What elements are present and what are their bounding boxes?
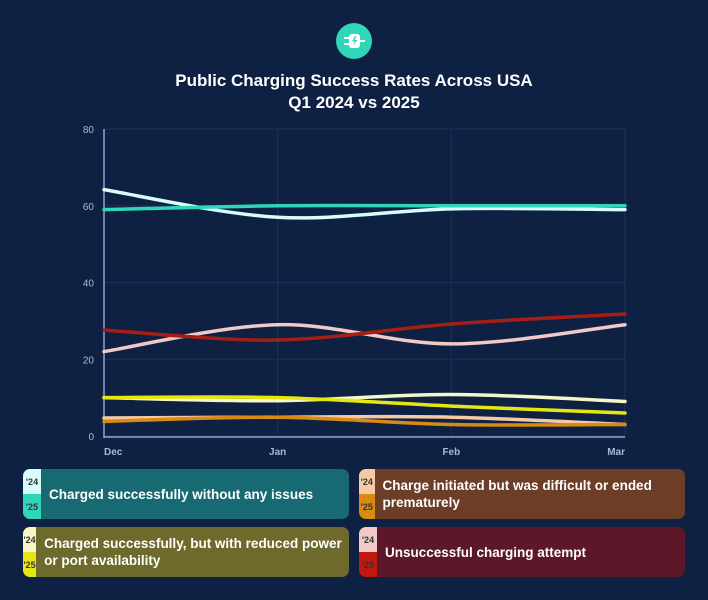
legend-label: Charge initiated but was difficult or en… xyxy=(382,478,652,510)
swatch-24: '24 xyxy=(23,469,41,494)
swatch-24: '24 xyxy=(359,469,375,494)
x-tick-label: Jan xyxy=(269,447,286,458)
legend-item: '24'25 Charged successfully, but with re… xyxy=(23,527,349,577)
ev-plug-icon xyxy=(336,23,372,59)
series-line xyxy=(102,395,627,415)
series-line xyxy=(102,312,627,342)
legend-label: Unsuccessful charging attempt xyxy=(385,544,587,560)
x-tick-label: Feb xyxy=(442,447,460,458)
series-line xyxy=(102,415,627,427)
y-tick-label: 0 xyxy=(88,432,94,443)
series-line xyxy=(102,187,627,220)
y-tick-label: 60 xyxy=(83,202,95,213)
y-tick-label: 80 xyxy=(83,125,95,136)
series-line xyxy=(102,322,627,354)
legend-item: '24'25 Charged successfully without any … xyxy=(23,469,349,519)
legend-label: Charged successfully without any issues xyxy=(49,486,314,502)
line-chart: 0 20 40 60 80 Dec Jan Feb Mar xyxy=(83,125,627,458)
swatch-24: '24 xyxy=(23,527,37,552)
chart-title: Public Charging Success Rates Across USA… xyxy=(0,70,708,114)
swatch-25: '25 xyxy=(359,552,377,577)
y-tick-label: 20 xyxy=(83,355,95,366)
legend-label: Charged successfully, but with reduced p… xyxy=(44,536,342,568)
swatch-25: '25 xyxy=(23,552,37,577)
legend-item: '24'25 Unsuccessful charging attempt xyxy=(359,527,685,577)
swatch-25: '25 xyxy=(23,494,41,519)
title-line: Public Charging Success Rates Across USA xyxy=(175,71,533,90)
series-line xyxy=(102,392,627,404)
subtitle-line: Q1 2024 vs 2025 xyxy=(288,93,420,112)
x-tick-label: Mar xyxy=(607,447,625,458)
swatch-24: '24 xyxy=(359,527,377,552)
x-tick-label: Dec xyxy=(104,447,123,458)
legend-item: '24'25 Charge initiated but was difficul… xyxy=(359,469,685,519)
swatch-25: '25 xyxy=(359,494,375,519)
y-tick-label: 40 xyxy=(83,279,95,290)
series-line xyxy=(102,203,627,212)
